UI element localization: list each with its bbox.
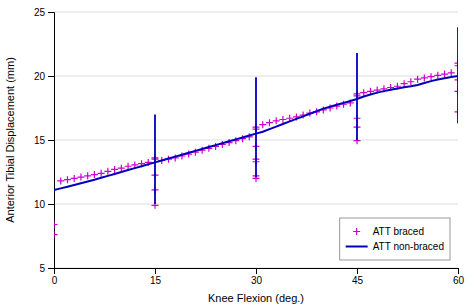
x-tick: 30 [251,268,263,286]
error-bar [356,53,358,140]
point [104,168,111,175]
x-axis: 0 15 30 45 60 [52,268,465,286]
x-tick: 45 [352,268,364,286]
legend-swatch [353,228,360,235]
x-tick: 0 [52,268,58,286]
x-tick: 15 [150,268,162,286]
point [441,71,448,78]
plot-area [54,27,458,238]
chart: 0 15 30 45 60 5 10 15 20 25 Knee Flexion (deg.) Ant… [0,0,474,308]
tick-label: 10 [34,199,46,210]
point [98,170,105,177]
grid-line [54,204,458,205]
point [91,171,98,178]
y-axis: 5 10 15 20 25 [34,7,55,274]
y-tick: 20 [34,71,54,82]
tick-label: 30 [251,275,263,286]
tick-label: 60 [453,275,465,286]
point [414,76,421,83]
point [54,221,58,228]
tick-mark [48,268,54,269]
legend: ATT braced ATT non-braced [340,218,450,260]
legend-box [340,218,450,260]
line [54,76,458,190]
point [407,78,414,85]
grid-line [54,12,458,13]
y-tick: 5 [39,263,54,274]
point [266,119,273,126]
tick-mark [458,268,459,274]
point [279,116,286,123]
error-bar [154,114,156,204]
y-tick: 10 [34,199,54,210]
grid [54,12,458,268]
tick-mark [48,76,54,77]
tick-label: 25 [34,7,46,18]
axis-line [55,269,459,275]
legend-entry: ATT non-braced [346,241,444,252]
point [273,117,280,124]
legend-entry: ATT braced [353,226,424,237]
tick-label: 45 [352,275,364,286]
point [54,231,58,238]
error-bar [255,77,257,177]
point [111,166,118,173]
point [434,72,441,79]
y-tick: 15 [34,135,54,146]
y-axis-title: Anterior Tibial Displacement (mm) [4,57,16,223]
point [64,176,71,183]
tick-label: 5 [39,263,45,274]
y-tick: 25 [34,7,54,18]
point [428,73,435,80]
legend-label: ATT non-braced [373,241,444,252]
point [57,177,64,184]
axis-line [48,13,55,269]
point [259,121,266,128]
tick-label: 0 [52,275,58,286]
point [84,172,91,179]
error-bar [457,27,458,123]
tick-mark [48,12,54,13]
grid-line [54,76,458,77]
point [77,174,84,181]
tick-mark [48,140,54,141]
tick-mark [155,268,156,274]
tick-label: 15 [34,135,46,146]
point [71,175,78,182]
error-bars [155,27,458,204]
scatter-series [54,60,458,239]
x-axis-title: Knee Flexion (deg.) [208,292,304,304]
x-tick: 60 [453,268,465,286]
point [421,74,428,81]
tick-mark [48,204,54,205]
legend-swatch [346,246,368,248]
tick-mark [357,268,358,274]
tick-label: 15 [150,275,162,286]
tick-label: 20 [34,71,46,82]
tick-mark [256,268,257,274]
legend-label: ATT braced [373,226,424,237]
point [448,69,455,76]
